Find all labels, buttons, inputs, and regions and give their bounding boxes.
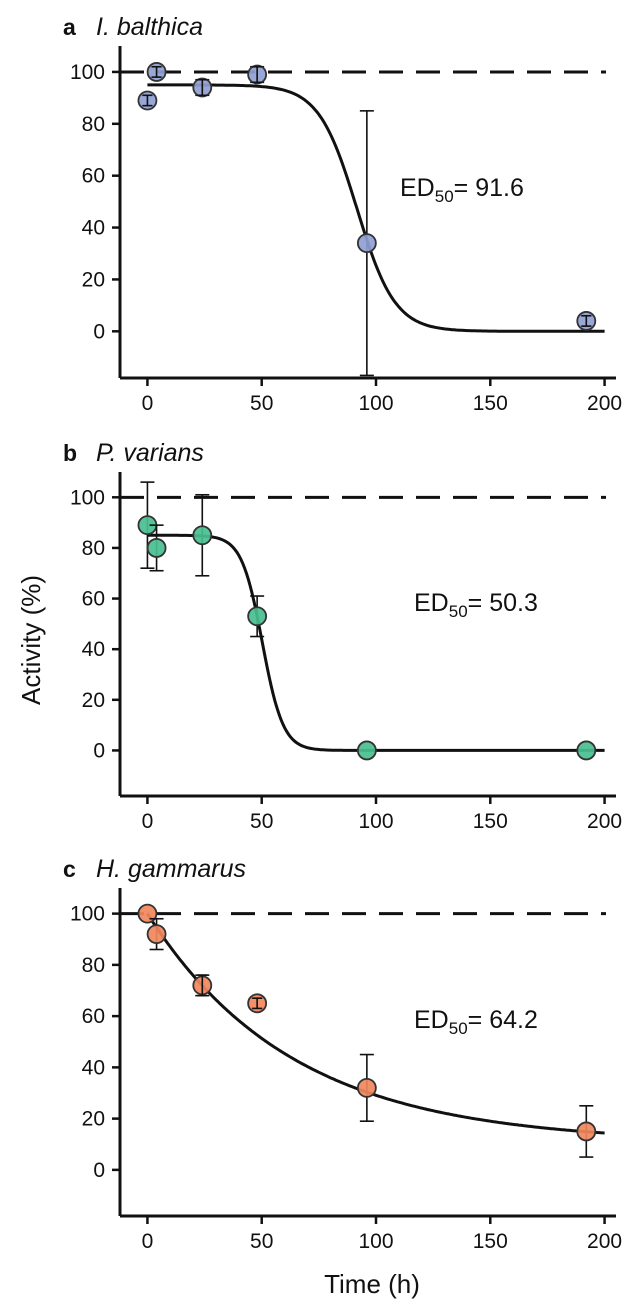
y-tick-label: 0 xyxy=(93,1159,105,1182)
data-point xyxy=(192,525,213,546)
ed50-label: ED xyxy=(414,1006,449,1034)
data-point xyxy=(146,924,167,945)
y-tick-label: 20 xyxy=(82,268,105,291)
x-tick-label: 50 xyxy=(250,1230,273,1253)
ed50-label: ED xyxy=(400,174,435,202)
x-tick-label: 50 xyxy=(250,810,273,833)
x-tick-label: 150 xyxy=(473,810,508,833)
ed50-value: = 64.2 xyxy=(468,1006,538,1034)
ed50-label: ED xyxy=(414,589,449,617)
data-point xyxy=(137,903,158,924)
x-tick-label: 0 xyxy=(142,1230,154,1253)
panel-letter: a xyxy=(63,14,76,40)
fit-curve xyxy=(146,912,605,1135)
y-tick-label: 80 xyxy=(82,954,105,977)
data-point xyxy=(576,740,597,761)
y-axis-title: Activity (%) xyxy=(16,575,46,705)
data-point xyxy=(356,740,377,761)
y-tick-label: 20 xyxy=(82,1108,105,1131)
x-tick-label: 50 xyxy=(250,392,273,415)
fit-curve xyxy=(147,533,605,752)
y-tick-label: 40 xyxy=(82,638,105,661)
y-tick-label: 0 xyxy=(93,739,105,762)
x-tick-label: 200 xyxy=(587,1230,622,1253)
panel-title: P. varians xyxy=(96,439,204,467)
x-tick-label: 200 xyxy=(587,810,622,833)
x-tick-label: 150 xyxy=(473,392,508,415)
x-tick-label: 0 xyxy=(142,392,154,415)
y-tick-label: 60 xyxy=(82,1005,105,1028)
y-tick-label: 100 xyxy=(70,486,105,509)
y-tick-label: 80 xyxy=(82,113,105,136)
ed50-value: = 91.6 xyxy=(454,174,524,202)
ed50-subscript: 50 xyxy=(435,187,454,206)
y-tick-label: 20 xyxy=(82,689,105,712)
x-tick-label: 200 xyxy=(587,392,622,415)
y-tick-label: 40 xyxy=(82,1056,105,1079)
x-tick-label: 150 xyxy=(473,1230,508,1253)
y-tick-label: 100 xyxy=(70,61,105,84)
ed50-annotation: ED50= 64.2 xyxy=(414,1006,538,1038)
y-tick-label: 0 xyxy=(93,320,105,343)
panel-title: H. gammarus xyxy=(96,855,246,883)
x-tick-label: 100 xyxy=(358,810,393,833)
panel-title: I. balthica xyxy=(96,13,203,41)
ed50-subscript: 50 xyxy=(449,1019,468,1038)
data-point xyxy=(247,606,268,627)
data-point xyxy=(146,538,167,558)
ed50-value: = 50.3 xyxy=(468,589,538,617)
x-axis-title: Time (h) xyxy=(324,1269,420,1299)
y-tick-label: 60 xyxy=(82,165,105,188)
x-tick-label: 0 xyxy=(142,810,154,833)
y-tick-label: 40 xyxy=(82,217,105,240)
y-tick-label: 80 xyxy=(82,537,105,560)
data-point xyxy=(356,1077,377,1098)
x-tick-label: 100 xyxy=(358,392,393,415)
ed50-annotation: ED50= 91.6 xyxy=(400,174,524,206)
panel-letter: b xyxy=(63,440,77,466)
panel-letter: c xyxy=(63,856,76,882)
ed50-annotation: ED50= 50.3 xyxy=(414,589,538,621)
y-tick-label: 100 xyxy=(70,903,105,926)
fit-curve xyxy=(147,83,605,333)
data-point xyxy=(576,1121,597,1142)
ed50-subscript: 50 xyxy=(449,602,468,621)
x-tick-label: 100 xyxy=(358,1230,393,1253)
y-tick-label: 60 xyxy=(82,588,105,611)
data-point xyxy=(356,233,377,254)
